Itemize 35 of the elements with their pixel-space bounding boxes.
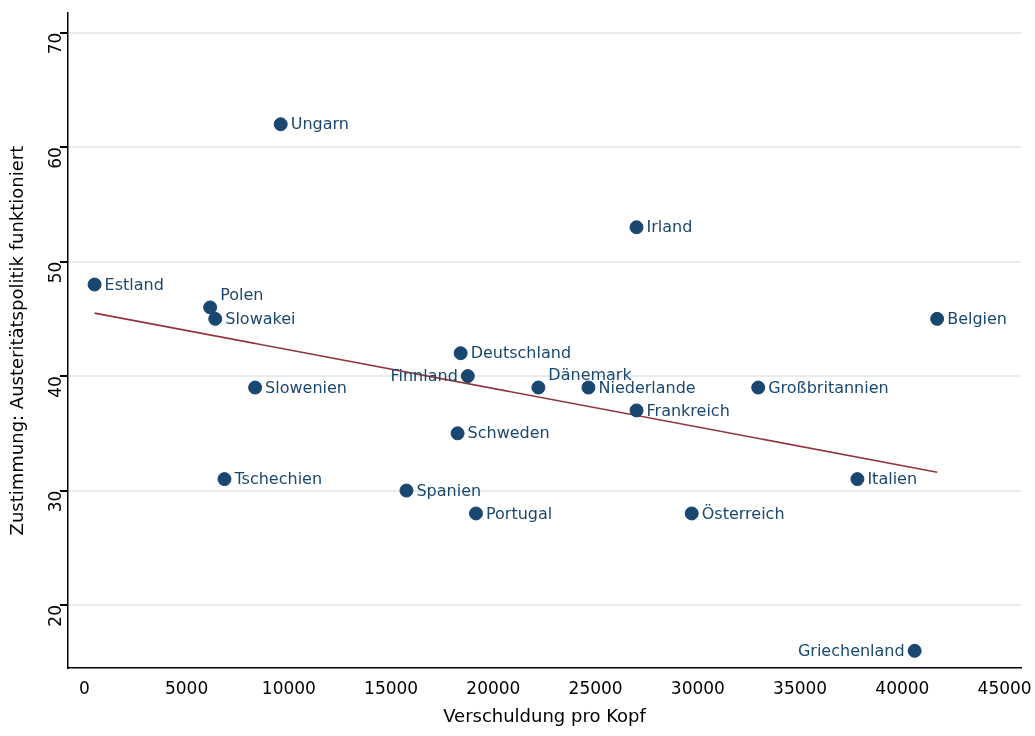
x-axis-title: Verschuldung pro Kopf <box>443 704 647 726</box>
annotation: Spanien <box>416 480 482 500</box>
x-tick-label: 0 <box>78 677 90 698</box>
x-tick-label: 45000 <box>977 677 1032 698</box>
annotation: Belgien <box>947 309 1008 329</box>
y-tick-label: 30 <box>45 490 66 513</box>
y-tick-label: 70 <box>45 32 66 55</box>
annotation: Italien <box>867 469 918 489</box>
x-tick-label: 20000 <box>466 677 521 698</box>
y-axis-title: Zustimmung: Austeritätspolitik funktioniert <box>6 145 28 536</box>
annotation: Großbritannien <box>768 377 889 397</box>
annotation: Portugal <box>485 503 553 523</box>
annotation: Schweden <box>467 423 550 443</box>
annotation: Frankreich <box>646 400 730 420</box>
annotation: Slowenien <box>265 377 348 397</box>
y-tick-label: 50 <box>45 261 66 284</box>
annotation: Ungarn <box>290 114 349 134</box>
y-tick-label: 60 <box>45 147 66 169</box>
x-tick-label: 25000 <box>568 677 623 698</box>
x-tick-label: 10000 <box>261 677 316 698</box>
x-tick-label: 40000 <box>875 677 930 698</box>
annotation: Polen <box>220 284 264 304</box>
annotation: Slowakei <box>225 309 296 329</box>
annotation: Irland <box>646 217 693 237</box>
y-tick-label: 40 <box>45 376 66 398</box>
x-tick-label: 30000 <box>670 677 725 698</box>
x-tick-label: 35000 <box>773 677 828 698</box>
x-tick-label: 15000 <box>364 677 419 698</box>
annotation: Griechenland <box>797 640 905 660</box>
x-tick-label: 5000 <box>164 677 209 698</box>
annotation: Estland <box>104 274 164 294</box>
y-tick-label: 20 <box>45 605 66 627</box>
annotation: Deutschland <box>470 343 572 363</box>
annotation: Tschechien <box>233 469 323 489</box>
annotation: Österreich <box>701 503 785 523</box>
